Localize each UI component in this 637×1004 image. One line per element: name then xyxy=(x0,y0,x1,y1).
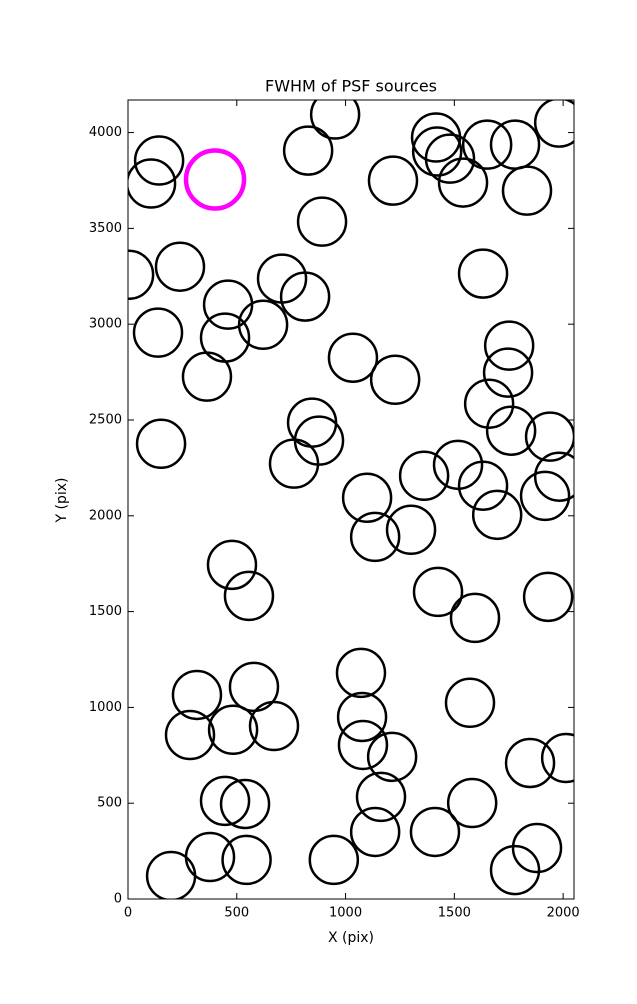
source-circle xyxy=(461,119,513,170)
y-tick-label: 4000 xyxy=(89,125,122,140)
plot-area xyxy=(128,100,574,899)
y-tick-label: 3500 xyxy=(89,221,122,236)
source-circle xyxy=(184,831,236,883)
source-circle xyxy=(223,570,275,622)
source-circle xyxy=(489,844,541,896)
source-circle xyxy=(308,834,360,886)
source-circle xyxy=(412,566,464,618)
source-circle xyxy=(336,691,388,743)
source-circle xyxy=(355,771,407,823)
source-circle xyxy=(444,677,496,729)
source-circle xyxy=(463,378,515,429)
source-circle xyxy=(457,248,509,299)
source-circle xyxy=(164,709,216,761)
source-circle xyxy=(327,332,379,383)
source-circle xyxy=(501,165,553,216)
source-circle xyxy=(199,312,251,363)
source-circle xyxy=(206,539,258,591)
source-circle xyxy=(282,125,334,176)
source-circle xyxy=(128,249,155,300)
source-circle xyxy=(296,196,348,247)
source-circle xyxy=(221,834,272,886)
x-tick-label: 1500 xyxy=(438,906,471,921)
source-circle xyxy=(349,806,401,858)
source-circle xyxy=(411,126,463,177)
source-circle xyxy=(446,777,498,829)
source-circle xyxy=(504,737,556,789)
source-circle xyxy=(171,669,223,721)
y-tick-label: 0 xyxy=(114,892,122,907)
y-tick-label: 1000 xyxy=(89,700,122,715)
source-circle xyxy=(207,704,259,756)
y-tick-label: 2500 xyxy=(89,412,122,427)
source-circle xyxy=(369,354,421,405)
source-circle xyxy=(519,470,571,522)
x-tick-label: 2000 xyxy=(547,906,580,921)
source-circle xyxy=(279,271,331,322)
source-circle xyxy=(154,241,206,292)
source-circle xyxy=(471,489,523,541)
x-axis-label: X (pix) xyxy=(328,930,374,946)
source-circle xyxy=(133,135,185,186)
source-circle xyxy=(128,158,177,209)
source-circle xyxy=(135,418,187,469)
source-circle xyxy=(533,451,574,502)
source-circle xyxy=(533,100,574,148)
source-circle xyxy=(367,155,419,206)
source-circle xyxy=(183,148,247,211)
source-circle xyxy=(522,571,574,623)
source-circle xyxy=(409,806,461,858)
source-circle xyxy=(132,307,184,358)
source-circle xyxy=(199,775,251,827)
source-circle xyxy=(337,719,389,771)
source-circle xyxy=(482,347,534,398)
source-circle xyxy=(237,299,289,351)
source-circle xyxy=(524,411,574,462)
source-circle xyxy=(341,472,393,524)
source-circle xyxy=(511,822,563,874)
source-circle xyxy=(385,504,437,556)
source-circle xyxy=(219,778,271,830)
source-circle xyxy=(424,133,476,184)
source-circle xyxy=(483,320,535,371)
source-circle xyxy=(437,157,489,208)
source-circle xyxy=(349,511,401,563)
y-tick-label: 500 xyxy=(97,796,122,811)
x-tick-label: 0 xyxy=(124,906,132,921)
source-circle xyxy=(540,732,574,784)
y-tick-label: 2000 xyxy=(89,508,122,523)
source-circle xyxy=(293,415,345,466)
x-tick-label: 500 xyxy=(224,906,249,921)
source-circle xyxy=(335,647,387,699)
y-axis-label: Y (pix) xyxy=(54,478,70,524)
source-circle xyxy=(485,405,537,456)
source-circle xyxy=(449,592,501,644)
axes-frame xyxy=(127,99,575,900)
y-tick-label: 1500 xyxy=(89,604,122,619)
source-circle xyxy=(366,731,418,783)
y-tick-label: 3000 xyxy=(89,317,122,332)
source-circle xyxy=(457,460,509,511)
source-circle xyxy=(398,450,450,501)
x-tick-label: 1000 xyxy=(329,906,362,921)
source-circle xyxy=(309,100,361,140)
source-circle xyxy=(248,700,300,752)
chart-title: FWHM of PSF sources xyxy=(265,77,437,96)
